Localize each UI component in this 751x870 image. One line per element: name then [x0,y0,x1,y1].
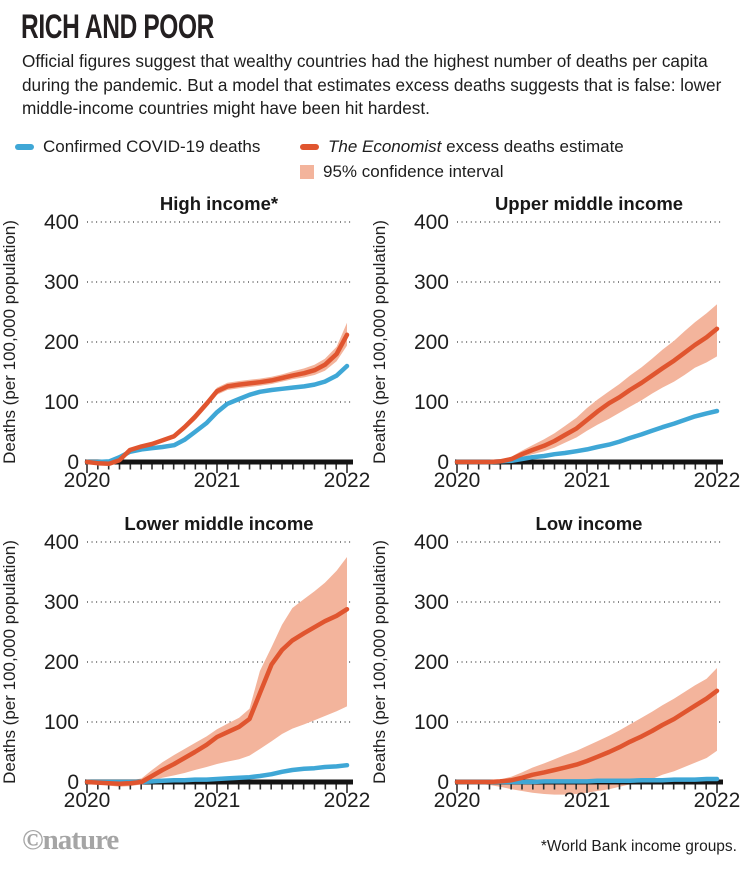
svg-text:0: 0 [67,771,79,794]
confirmed-line-swatch [15,144,34,150]
nature-logo: ©nature [22,824,119,856]
page-subtitle: Official figures suggest that wealthy co… [22,51,722,118]
chart-high-income: 0 100 200 300 400 2020 2021 2022 High income* Dea… [0,193,371,492]
svg-text:400: 400 [44,531,79,554]
svg-text:100: 100 [44,391,79,414]
svg-text:2020: 2020 [434,789,481,812]
svg-text:200: 200 [44,331,79,354]
svg-text:High income*: High income* [160,193,279,214]
svg-text:100: 100 [414,391,449,414]
svg-text:2022: 2022 [324,789,371,812]
legend-label-excess: The Economist excess deaths estimate [328,137,624,157]
svg-text:300: 300 [414,271,449,294]
svg-text:400: 400 [414,211,449,234]
chart-lower-middle-income: 0 100 200 300 400 2020 2021 2022 Lower middle in… [0,513,371,812]
svg-text:400: 400 [414,531,449,554]
svg-text:2022: 2022 [694,469,741,492]
svg-text:Lower middle income: Lower middle income [124,513,313,534]
svg-text:Deaths (per 100,000 population: Deaths (per 100,000 population) [370,220,389,464]
svg-text:300: 300 [44,271,79,294]
svg-text:300: 300 [414,591,449,614]
legend-item-confirmed: Confirmed COVID-19 deaths [15,137,300,157]
svg-text:2020: 2020 [434,469,481,492]
svg-text:Deaths (per 100,000 population: Deaths (per 100,000 population) [370,540,389,784]
svg-text:200: 200 [414,331,449,354]
svg-text:100: 100 [44,711,79,734]
svg-text:2022: 2022 [324,469,371,492]
chart-low-income: 0 100 200 300 400 2020 2021 2022 Low income Death… [370,513,741,812]
svg-text:2020: 2020 [64,789,111,812]
legend-label-excess-source: The Economist [328,137,442,156]
legend-item-confidence-interval: 95% confidence interval [300,162,624,182]
legend-label-confirmed: Confirmed COVID-19 deaths [43,137,261,156]
svg-text:Low income: Low income [536,513,643,534]
svg-text:2020: 2020 [64,469,111,492]
svg-text:2022: 2022 [694,789,741,812]
svg-text:0: 0 [67,451,79,474]
svg-text:2021: 2021 [564,469,611,492]
svg-text:0: 0 [437,451,449,474]
confidence-interval-swatch [300,165,314,179]
svg-text:2021: 2021 [194,469,241,492]
chart-upper-middle-income: 0 100 200 300 400 2020 2021 2022 Upper middle in… [370,193,741,492]
page-title: RICH AND POOR [21,8,214,46]
excess-line-swatch [300,144,319,150]
legend-item-excess: The Economist excess deaths estimate [300,137,624,157]
svg-text:100: 100 [414,711,449,734]
svg-text:2021: 2021 [564,789,611,812]
legend-label-confidence-interval: 95% confidence interval [323,162,504,181]
svg-text:400: 400 [44,211,79,234]
svg-text:Upper middle income: Upper middle income [495,193,683,214]
svg-text:2021: 2021 [194,789,241,812]
svg-text:Deaths (per 100,000 population: Deaths (per 100,000 population) [0,220,19,464]
svg-text:200: 200 [414,651,449,674]
footnote-world-bank: *World Bank income groups. [540,838,737,855]
svg-text:200: 200 [44,651,79,674]
svg-text:300: 300 [44,591,79,614]
svg-text:Deaths (per 100,000 population: Deaths (per 100,000 population) [0,540,19,784]
legend-label-excess-rest: excess deaths estimate [441,137,624,156]
chart-legend: Confirmed COVID-19 deaths The Economist … [15,137,624,182]
svg-text:0: 0 [437,771,449,794]
